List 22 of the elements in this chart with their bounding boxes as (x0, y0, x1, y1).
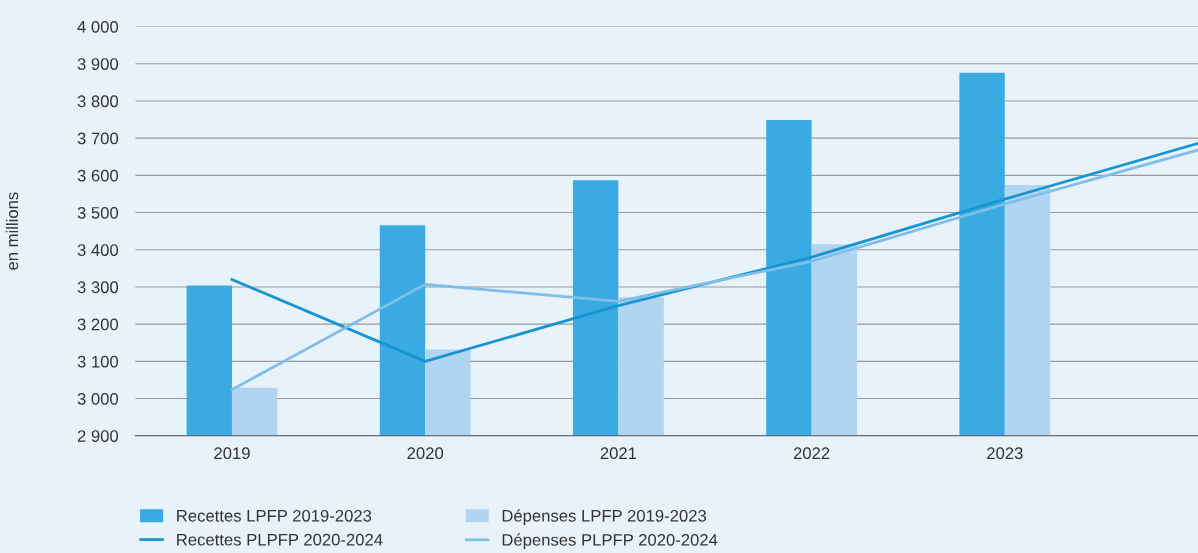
legend-label: Dépenses LPFP 2019-2023 (502, 509, 707, 525)
y-tick-label: 3 800 (77, 95, 119, 108)
y-tick-label: 3 300 (77, 281, 119, 294)
y-tick-label: 4 000 (77, 20, 119, 33)
y-tick-label: 3 600 (77, 169, 119, 182)
y-tick-label: 2 900 (77, 430, 119, 442)
x-tick-label: 2021 (600, 447, 637, 460)
x-tick-label: 2022 (793, 447, 830, 460)
legend-label: Recettes LPFP 2019-2023 (177, 509, 372, 522)
y-tick-label: 3 500 (77, 206, 119, 219)
y-axis-title: en millions (5, 192, 19, 270)
y-tick-label: 3 100 (77, 355, 119, 368)
y-tick-label: 3 900 (77, 58, 119, 70)
x-tick-label: 2019 (214, 447, 250, 460)
y-tick-label: 3 700 (77, 132, 119, 145)
y-tick-label: 3 000 (77, 392, 119, 405)
x-tick-label: 2023 (987, 447, 1023, 460)
y-tick-label: 3 400 (77, 244, 119, 256)
legend-label: Recettes PLPFP 2020-2024 (177, 533, 383, 546)
y-tick-label: 3 200 (77, 318, 119, 331)
x-tick-label: 2020 (407, 447, 444, 460)
legend-label: Dépenses PLPFP 2020-2024 (502, 533, 718, 550)
